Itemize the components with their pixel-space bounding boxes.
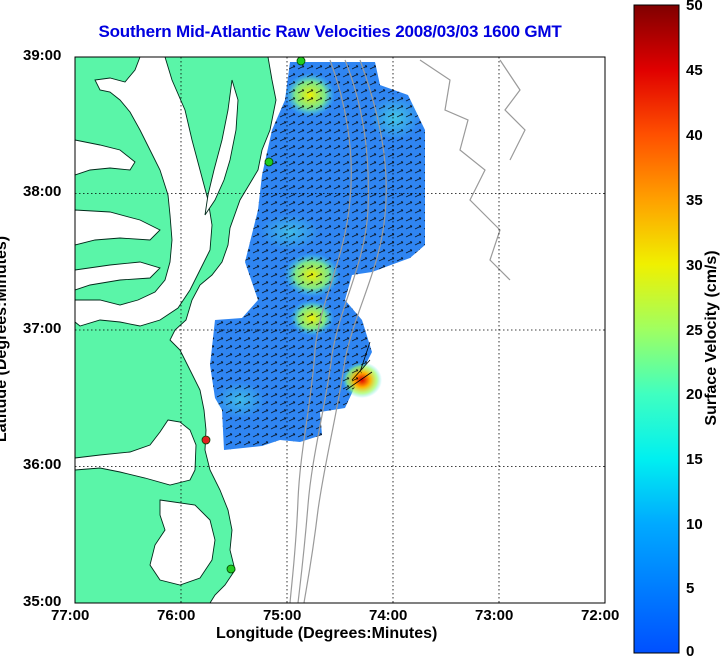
plot-frame: [74, 56, 606, 604]
grid-lines: [75, 57, 605, 603]
x-tick: 74:00: [369, 607, 408, 624]
y-tick: 36:00: [23, 456, 62, 473]
colorbar-tick: 0: [686, 643, 695, 660]
colorbar-tick: 40: [686, 127, 703, 144]
y-tick: 37:00: [23, 320, 62, 337]
colorbar-tick: 45: [686, 62, 703, 79]
colorbar-tick: 25: [686, 322, 703, 339]
velocity-field: [210, 62, 425, 450]
bathymetry-contours: [289, 59, 526, 603]
colorbar-tick: 5: [686, 580, 695, 597]
colorbar-tick: 15: [686, 451, 703, 468]
colorbar-tick: 30: [686, 257, 703, 274]
x-tick: 77:00: [51, 607, 90, 624]
station-marker: [264, 157, 274, 167]
colorbar: [633, 4, 680, 654]
colorbar-tick: 35: [686, 192, 703, 209]
bays: [75, 57, 239, 586]
station-marker: [296, 56, 306, 66]
colorbar-tick: 10: [686, 516, 703, 533]
chart-title: Southern Mid-Atlantic Raw Velocities 200…: [98, 22, 562, 41]
x-tick: 73:00: [475, 607, 514, 624]
x-tick: 72:00: [581, 607, 620, 624]
y-axis-label: Latitude (Degrees:Minutes): [0, 235, 10, 443]
colorbar-label: Surface Velocity (cm/s): [703, 250, 720, 426]
y-tick: 39:00: [23, 47, 62, 64]
station-marker: [201, 435, 211, 445]
colorbar-tick: 20: [686, 386, 703, 403]
y-tick: 38:00: [23, 183, 62, 200]
x-tick: 75:00: [263, 607, 302, 624]
x-axis-label: Longitude (Degrees:Minutes): [216, 625, 438, 642]
station-marker: [226, 564, 236, 574]
y-tick: 35:00: [23, 593, 62, 610]
x-tick: 76:00: [157, 607, 196, 624]
colorbar-tick: 50: [686, 0, 703, 14]
